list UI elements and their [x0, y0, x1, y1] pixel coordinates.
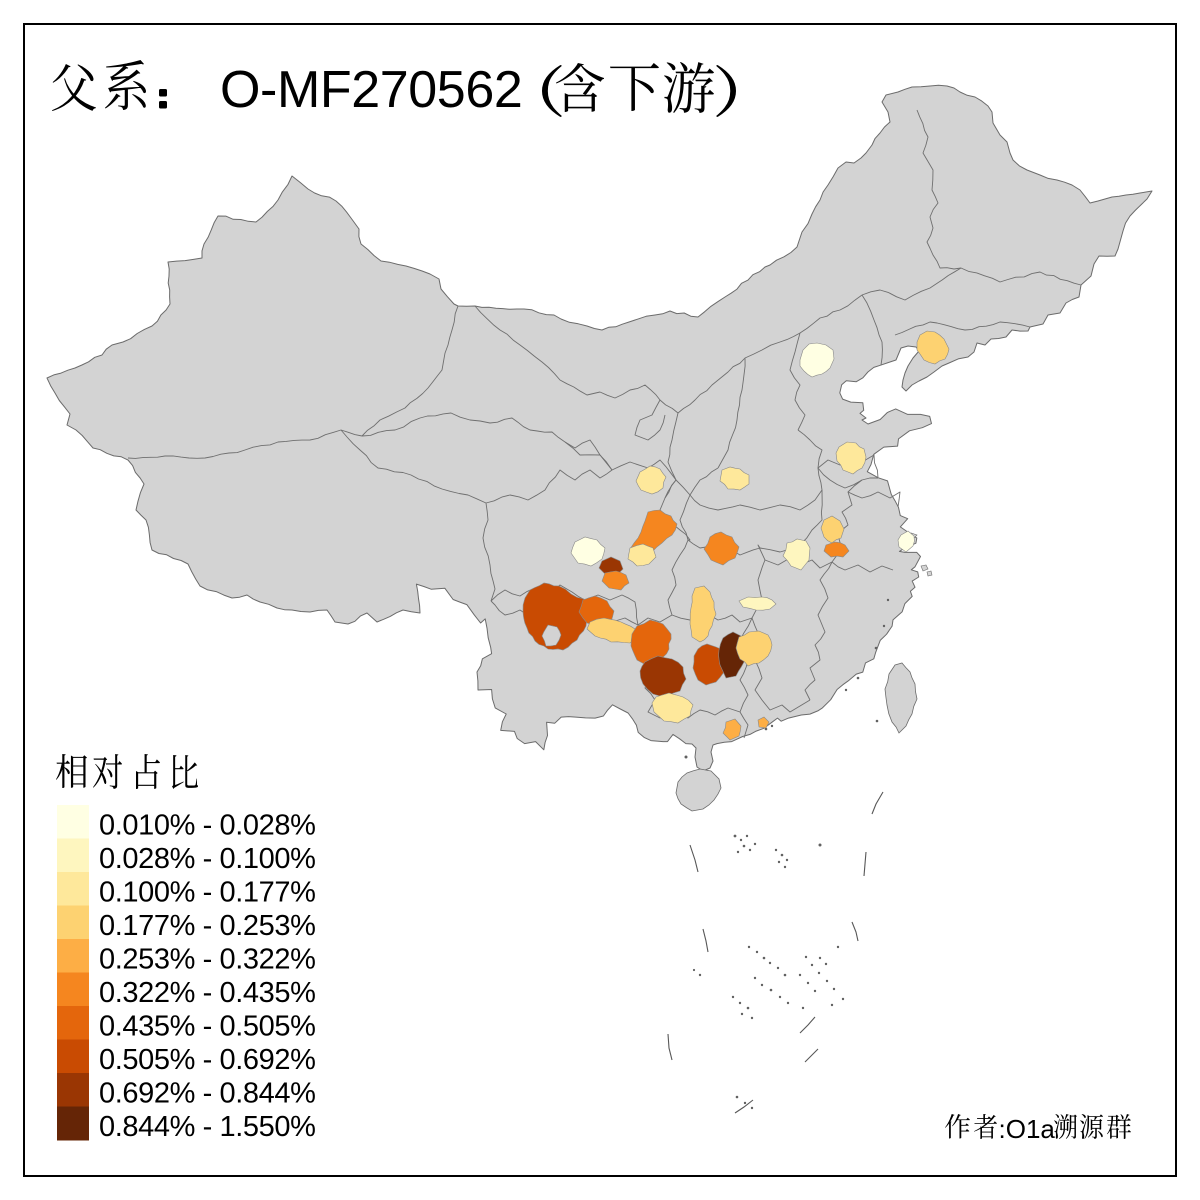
svg-text:0.322% - 0.435%: 0.322% - 0.435% [99, 977, 316, 1009]
svg-text:O-MF270562: O-MF270562 [220, 61, 522, 119]
svg-text:0.844% - 1.550%: 0.844% - 1.550% [99, 1111, 316, 1143]
svg-text:0.100% - 0.177%: 0.100% - 0.177% [99, 877, 316, 909]
svg-text:0.435% - 0.505%: 0.435% - 0.505% [99, 1011, 316, 1043]
svg-text:0.010% - 0.028%: 0.010% - 0.028% [99, 810, 316, 842]
svg-text:0.177% - 0.253%: 0.177% - 0.253% [99, 910, 316, 942]
svg-text:0.692% - 0.844%: 0.692% - 0.844% [99, 1078, 316, 1110]
svg-text::O1a: :O1a [999, 1114, 1056, 1144]
svg-text:0.028% - 0.100%: 0.028% - 0.100% [99, 843, 316, 875]
svg-text:0.253% - 0.322%: 0.253% - 0.322% [99, 944, 316, 976]
svg-text:0.505% - 0.692%: 0.505% - 0.692% [99, 1044, 316, 1076]
